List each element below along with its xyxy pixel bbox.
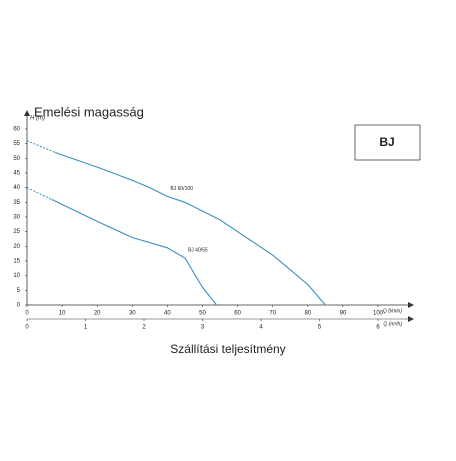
badge-box: [354, 124, 421, 161]
x-tick-label: 80: [304, 311, 311, 317]
y-tick-label: 60: [13, 127, 20, 133]
x-tick-label: 30: [129, 311, 136, 317]
x-tick-label: 10: [59, 311, 66, 317]
x2-axis-label: Q (m³/h): [383, 321, 402, 327]
y-axis-label: H (m): [30, 116, 45, 122]
y-tick-label: 10: [13, 273, 20, 279]
x-tick-label: 0: [25, 311, 29, 317]
x2-tick-label: 5: [318, 325, 322, 331]
series-label: BJ 40/55: [188, 247, 208, 253]
x-axis-label: Q (l/min): [383, 308, 403, 314]
y-tick-label: 25: [13, 229, 20, 235]
x-label: Szállítási teljesítmény: [170, 342, 285, 356]
y-tick-label: 45: [13, 171, 20, 177]
y-tick-label: 50: [13, 156, 20, 162]
y-tick-label: 15: [13, 259, 20, 265]
x-tick-label: 50: [199, 311, 206, 317]
x2-tick-label: 1: [84, 325, 88, 331]
series-line-dashed: [26, 187, 52, 200]
x2-tick-label: 0: [25, 325, 29, 331]
series-line-dashed: [26, 140, 56, 153]
badge: BJ: [379, 135, 394, 149]
series-line: [54, 151, 326, 306]
series-label: BJ 60/100: [170, 186, 193, 192]
x-tick-label: 90: [340, 311, 347, 317]
x-tick-label: 100: [373, 311, 384, 317]
chart-title: Emelési magasság: [34, 104, 144, 119]
x2-tick-label: 6: [376, 325, 380, 331]
y-tick-label: 55: [13, 141, 20, 147]
x2-tick-label: 3: [201, 325, 205, 331]
x-tick-label: 70: [269, 311, 276, 317]
x-tick-label: 60: [234, 311, 241, 317]
x-tick-label: 20: [94, 311, 101, 317]
y-tick-label: 5: [17, 288, 21, 294]
x-tick-label: 40: [164, 311, 171, 317]
x2-tick-label: 2: [142, 325, 146, 331]
y-tick-label: 0: [17, 303, 21, 309]
y-tick-label: 30: [13, 215, 20, 221]
y-tick-label: 20: [13, 244, 20, 250]
y-tick-label: 35: [13, 200, 20, 206]
series-line: [51, 198, 217, 306]
x2-tick-label: 4: [259, 325, 263, 331]
y-tick-label: 40: [13, 185, 20, 191]
x2-arrow: [408, 316, 414, 322]
x-arrow: [408, 302, 414, 308]
y-arrow: [24, 110, 30, 116]
